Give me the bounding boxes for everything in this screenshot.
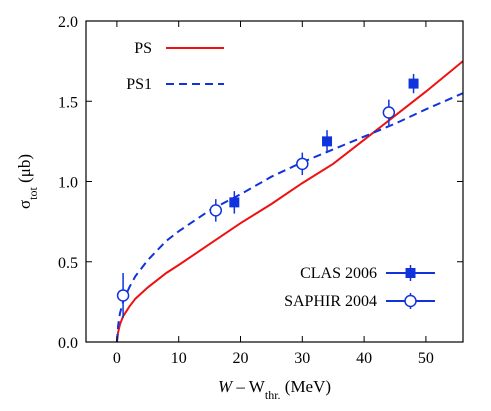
legend: PS PS1 CLAS 2006 SAPHIR 2004	[126, 40, 435, 310]
legend-entry-saphir-2004: SAPHIR 2004	[284, 293, 435, 310]
legend-label: SAPHIR 2004	[284, 293, 377, 310]
saphir-2004-marker	[382, 106, 396, 119]
saphir-2004-point	[296, 152, 309, 176]
clas-2006-marker	[408, 78, 419, 89]
x-tick-label: 20	[233, 350, 249, 367]
saphir-2004-point	[382, 99, 396, 126]
clas-2006-marker	[229, 197, 240, 208]
legend-marker	[404, 294, 417, 308]
x-tick-label: 40	[356, 350, 372, 367]
legend-label: PS1	[126, 76, 152, 93]
x-tick-label: 0	[113, 350, 121, 367]
legend-marker	[405, 268, 416, 278]
legend-entry-clas-2006: CLAS 2006	[300, 265, 435, 282]
axes: 0 10 20 30 40 50 0.0 0.5 1.0 1.5 2.0 W – Wthr. (MeV…	[15, 14, 464, 402]
plot-frame	[85, 20, 464, 343]
y-tick-label: 0.0	[58, 335, 78, 352]
x-tick-label: 10	[171, 350, 187, 367]
clas-2006-marker	[322, 136, 333, 147]
saphir-2004-point	[209, 199, 223, 222]
y-tick-label: 0.5	[58, 255, 78, 272]
plot-marks	[115, 60, 463, 342]
saphir-2004-marker	[296, 157, 309, 171]
legend-label: PS	[134, 40, 152, 57]
legend-entry-ps: PS	[134, 40, 224, 57]
legend-entry-ps1: PS1	[126, 76, 224, 93]
x-tick-label: 30	[294, 350, 310, 367]
y-tick-label: 1.0	[58, 175, 78, 192]
x-axis-label: W – Wthr. (MeV)	[218, 377, 331, 402]
y-tick-label: 2.0	[58, 14, 78, 31]
clas-2006-point	[229, 191, 240, 214]
saphir-2004-point	[116, 272, 130, 318]
y-axis-label: σtot (μb)	[15, 154, 40, 209]
y-tick-label: 1.5	[58, 94, 78, 111]
clas-2006-point	[408, 73, 419, 94]
x-tick-label: 50	[418, 350, 434, 367]
saphir-2004-marker	[209, 204, 223, 217]
saphir-2004-marker	[116, 289, 130, 302]
legend-label: CLAS 2006	[300, 265, 377, 282]
ps1-curve	[115, 92, 463, 342]
clas-2006-point	[322, 130, 333, 153]
